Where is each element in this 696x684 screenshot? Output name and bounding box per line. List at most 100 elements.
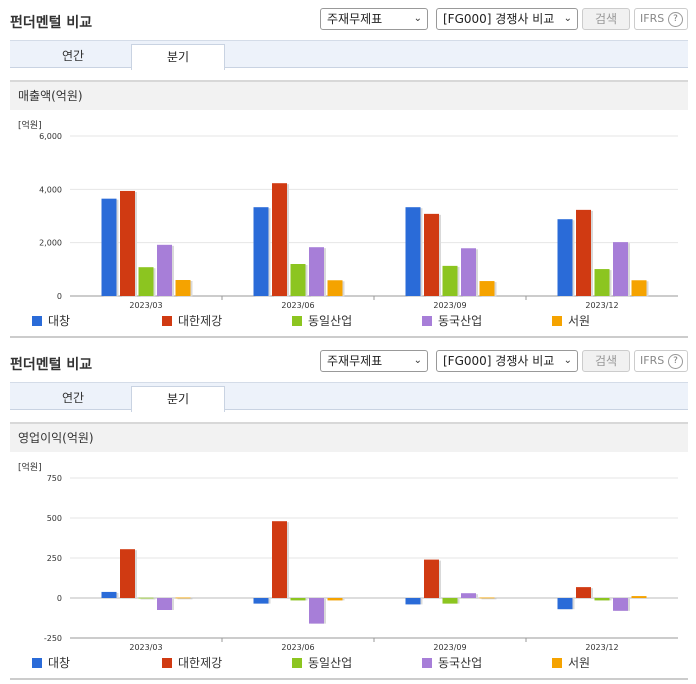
chevron-down-icon: ⌄ xyxy=(563,355,572,366)
divider xyxy=(10,336,688,338)
legend-label: 동국산업 xyxy=(438,656,483,670)
bar-동일산업 xyxy=(290,264,306,296)
x-tick-label: 2023/06 xyxy=(281,643,314,652)
y-tick-label: -250 xyxy=(44,634,62,643)
chevron-down-icon: ⌄ xyxy=(563,13,572,24)
legend-swatch xyxy=(422,658,432,668)
sales-bar-chart: 0 2,000 4,000 6,000 2023/03 2023/06 2023/09 202… xyxy=(39,132,678,310)
legend-swatch xyxy=(162,658,172,668)
legend-item[interactable]: 동일산업 xyxy=(292,314,352,328)
y-tick-label: 0 xyxy=(57,292,62,301)
unit-label: [억원] xyxy=(18,121,42,131)
bar-동국산업 xyxy=(613,242,628,296)
bar-동국산업 xyxy=(157,598,172,610)
ifrs-button[interactable]: IFRS ? xyxy=(634,8,688,30)
tab-annual[interactable]: 연간 xyxy=(61,49,85,63)
metric-header: 매출액(억원) xyxy=(10,80,688,110)
legend-item[interactable]: 대한제강 xyxy=(162,656,222,670)
x-tick-label: 2023/03 xyxy=(129,301,162,310)
bar-동국산업 xyxy=(309,247,324,296)
y-tick-label: 2,000 xyxy=(39,239,62,248)
search-button[interactable]: 검색 xyxy=(582,8,630,30)
bar-동국산업 xyxy=(157,244,172,296)
bar-동국산업 xyxy=(461,593,476,598)
legend-swatch xyxy=(552,658,562,668)
legend-item[interactable]: 대창 xyxy=(32,314,70,328)
bar-대창 xyxy=(405,598,421,605)
bar-동일산업 xyxy=(594,269,610,296)
bar-대창 xyxy=(101,591,117,598)
bar-서원 xyxy=(175,280,191,296)
bar-대한제강 xyxy=(424,559,439,598)
bar-대창 xyxy=(557,598,573,610)
help-icon[interactable]: ? xyxy=(668,354,683,369)
bar-대창 xyxy=(405,207,421,296)
y-tick-label: 6,000 xyxy=(39,132,62,141)
bar-동국산업 xyxy=(309,598,324,624)
unit-label: [억원] xyxy=(18,463,42,473)
bar-대창 xyxy=(253,598,269,604)
bar-서원 xyxy=(479,281,495,296)
peer-group-select[interactable]: [FG000] 경쟁사 비교 ⌄ xyxy=(436,350,578,372)
bar-동국산업 xyxy=(461,248,476,296)
legend-label: 대한제강 xyxy=(178,314,223,328)
bar-동일산업 xyxy=(594,598,610,601)
tab-quarterly[interactable]: 분기 xyxy=(131,386,225,412)
period-tabs: 연간 분기 xyxy=(10,40,688,70)
y-tick-label: 4,000 xyxy=(39,185,62,194)
bar-대창 xyxy=(253,207,269,296)
legend-swatch xyxy=(552,316,562,326)
legend-item[interactable]: 동일산업 xyxy=(292,656,352,670)
legend-swatch xyxy=(292,658,302,668)
legend-label: 동일산업 xyxy=(308,314,353,328)
peer-group-select[interactable]: [FG000] 경쟁사 비교 ⌄ xyxy=(436,8,578,30)
legend-item[interactable]: 서원 xyxy=(552,314,590,328)
legend-swatch xyxy=(32,658,42,668)
bar-대한제강 xyxy=(272,521,287,598)
y-tick-label: 750 xyxy=(47,474,62,483)
peer-group-value: [FG000] 경쟁사 비교 xyxy=(443,12,555,26)
operating-profit-bar-chart: -250 0 250 500 750 2023/03 2023/06 2023/09 2023/… xyxy=(44,474,678,652)
bar-동일산업 xyxy=(290,598,306,601)
bar-동일산업 xyxy=(442,265,458,296)
legend-item[interactable]: 대창 xyxy=(32,656,70,670)
legend-item[interactable]: 동국산업 xyxy=(422,656,482,670)
x-tick-label: 2023/12 xyxy=(585,643,618,652)
legend-item[interactable]: 동국산업 xyxy=(422,314,482,328)
bar-대창 xyxy=(557,219,573,296)
help-icon[interactable]: ? xyxy=(668,12,683,27)
panel-title: 펀더멘털 비교 xyxy=(10,357,93,373)
chevron-down-icon: ⌄ xyxy=(413,13,422,24)
bar-서원 xyxy=(327,280,343,296)
legend-swatch xyxy=(292,316,302,326)
legend-label: 대한제강 xyxy=(178,656,223,670)
legend-label: 동일산업 xyxy=(308,656,353,670)
x-tick-label: 2023/09 xyxy=(433,301,466,310)
chevron-down-icon: ⌄ xyxy=(413,355,422,366)
bar-동일산업 xyxy=(442,598,458,604)
bar-shadow xyxy=(481,598,497,600)
ifrs-button[interactable]: IFRS ? xyxy=(634,350,688,372)
legend-label: 서원 xyxy=(568,656,591,670)
bar-대한제강 xyxy=(272,183,287,296)
statement-type-select[interactable]: 주재무제표 ⌄ xyxy=(320,350,428,372)
legend-label: 서원 xyxy=(568,314,591,328)
legend-item[interactable]: 대한제강 xyxy=(162,314,222,328)
bar-서원 xyxy=(479,597,495,599)
bar-대한제강 xyxy=(120,190,135,296)
ifrs-label: IFRS xyxy=(640,12,665,25)
chart-legend: 대창 대한제강 동일산업 동국산업 서원 xyxy=(0,656,696,672)
search-button[interactable]: 검색 xyxy=(582,350,630,372)
bar-서원 xyxy=(175,597,191,599)
bar-shadow xyxy=(140,598,156,600)
divider xyxy=(10,678,688,680)
bar-shadow xyxy=(177,598,193,600)
statement-type-select[interactable]: 주재무제표 ⌄ xyxy=(320,8,428,30)
legend-swatch xyxy=(422,316,432,326)
x-tick-label: 2023/03 xyxy=(129,643,162,652)
bar-대한제강 xyxy=(576,587,591,598)
tab-annual[interactable]: 연간 xyxy=(61,391,85,405)
legend-label: 대창 xyxy=(48,656,71,670)
tab-quarterly[interactable]: 분기 xyxy=(131,44,225,70)
legend-item[interactable]: 서원 xyxy=(552,656,590,670)
